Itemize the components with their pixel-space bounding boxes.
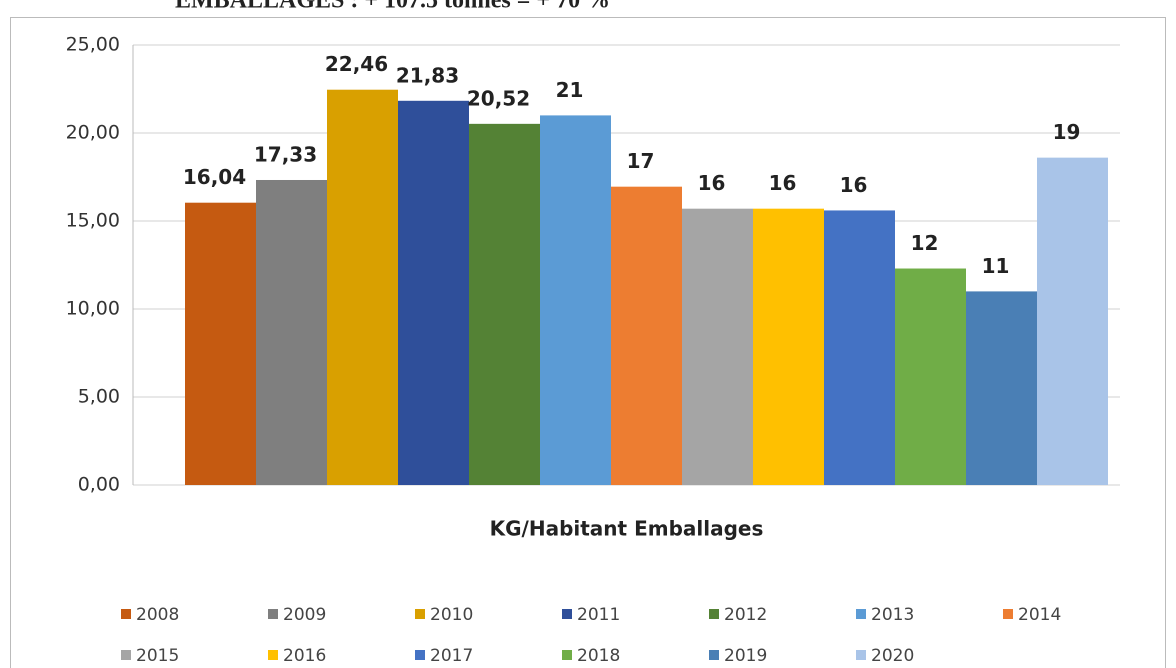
legend-label: 2015 — [136, 646, 179, 666]
y-tick-label: 15,00 — [66, 210, 120, 232]
legend-swatch — [415, 609, 425, 619]
bar — [966, 291, 1037, 485]
bar — [185, 202, 256, 486]
legend-label: 2019 — [724, 646, 767, 666]
value-label: 22,46 — [325, 52, 388, 76]
value-label: 16,04 — [183, 165, 246, 189]
y-tick-label: 20,00 — [66, 122, 120, 144]
legend-swatch — [415, 650, 425, 660]
legend-swatch — [121, 650, 131, 660]
value-label: 17,33 — [254, 142, 317, 166]
legend-swatch — [562, 650, 572, 660]
y-tick-label: 5,00 — [78, 386, 120, 408]
legend-label: 2017 — [430, 646, 473, 666]
legend-label: 2018 — [577, 646, 620, 666]
bar — [398, 100, 469, 486]
x-axis-label: KG/Habitant Emballages — [490, 517, 764, 541]
legend-swatch — [856, 609, 866, 619]
legend-swatch — [268, 650, 278, 660]
legend-swatch — [1003, 609, 1013, 619]
bar — [682, 208, 753, 485]
legend-swatch — [562, 609, 572, 619]
bar — [611, 186, 682, 485]
value-label: 16 — [769, 171, 797, 195]
legend-label: 2011 — [577, 605, 620, 625]
value-label: 16 — [698, 171, 726, 195]
legend-swatch — [121, 609, 131, 619]
bar — [256, 179, 327, 485]
bar — [540, 115, 611, 486]
legend-label: 2012 — [724, 605, 767, 625]
bar — [895, 268, 966, 485]
chart-title: EMBALLAGES : + 107.5 tonnes = + 70 % — [175, 0, 610, 14]
value-label: 19 — [1053, 120, 1081, 144]
y-tick-label: 0,00 — [78, 474, 120, 496]
bar — [1037, 157, 1108, 485]
bar — [824, 210, 895, 485]
legend-label: 2008 — [136, 605, 179, 625]
y-tick-label: 10,00 — [66, 298, 120, 320]
value-label: 20,52 — [467, 86, 530, 110]
bar — [327, 89, 398, 485]
y-tick-label: 25,00 — [66, 34, 120, 56]
legend-swatch — [856, 650, 866, 660]
chart-border — [10, 17, 1166, 668]
bar — [469, 123, 540, 486]
legend-label: 2010 — [430, 605, 473, 625]
legend-label: 2013 — [871, 605, 914, 625]
value-label: 11 — [982, 254, 1010, 278]
legend-label: 2016 — [283, 646, 326, 666]
legend-label: 2020 — [871, 646, 914, 666]
value-label: 16 — [840, 173, 868, 197]
value-label: 12 — [911, 231, 939, 255]
bar — [753, 208, 824, 485]
value-label: 21 — [556, 78, 584, 102]
legend-label: 2014 — [1018, 605, 1061, 625]
legend-swatch — [268, 609, 278, 619]
value-label: 21,83 — [396, 63, 459, 87]
legend-label: 2009 — [283, 605, 326, 625]
legend-swatch — [709, 609, 719, 619]
legend-swatch — [709, 650, 719, 660]
value-label: 17 — [627, 149, 655, 173]
